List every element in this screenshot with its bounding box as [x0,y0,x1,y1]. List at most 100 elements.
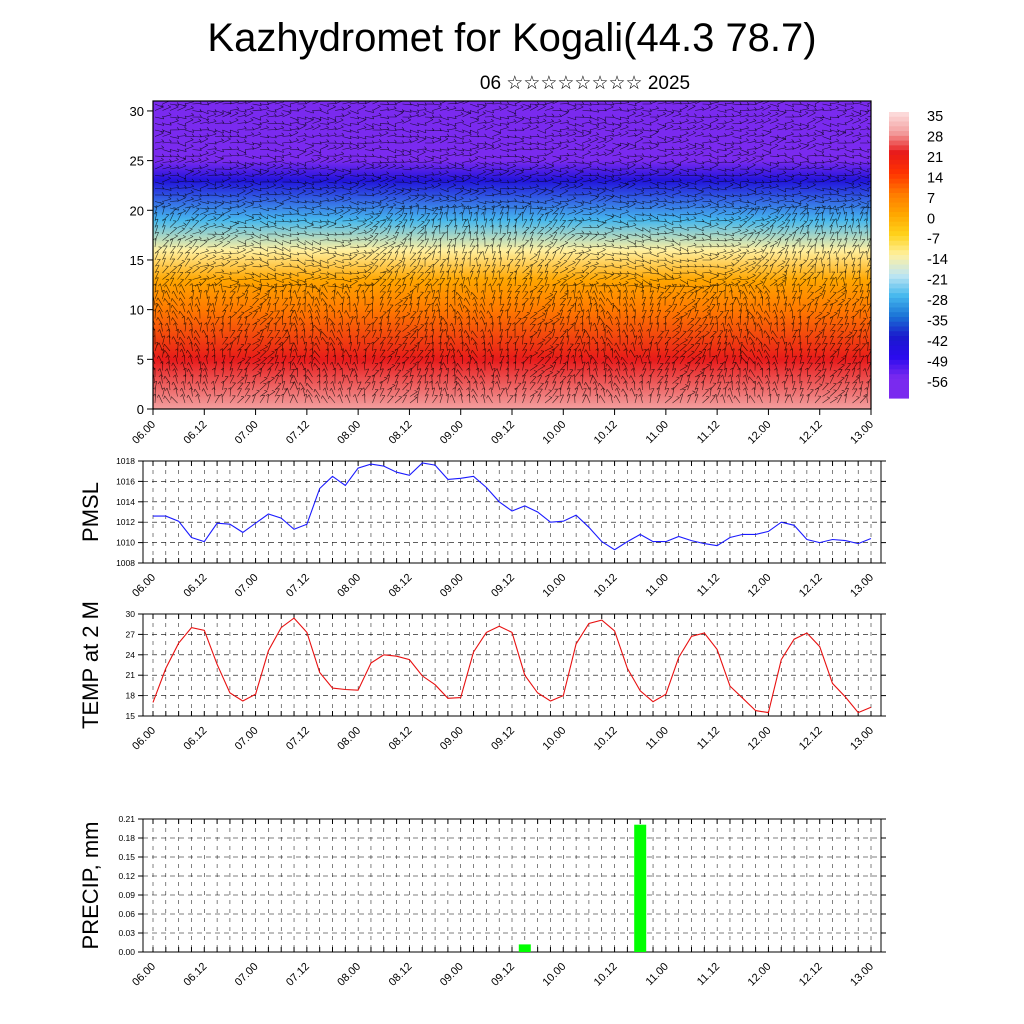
x-tick-label: 07.12 [284,961,312,989]
y-tick-label: 1014 [116,497,135,507]
colorbar-segment [889,307,909,313]
colorbar-segment [889,345,909,351]
x-tick-label: 09.12 [489,572,517,600]
x-tick-label: 08.00 [335,725,363,753]
colorbar-label: -56 [927,375,948,391]
x-tick-label: 10.00 [540,419,568,447]
colorbar: 35 28 21 14 7 0 -7 -14 -21 -28 -35 -42 -49 -56 [889,109,948,399]
x-tick-label: 07.00 [233,419,261,447]
series-line [152,617,872,714]
colorbar-segment [889,312,909,318]
x-tick-label: 06.00 [130,725,158,753]
y-tick-label: 0.21 [118,814,135,824]
x-tick-label: 09.12 [489,725,517,753]
colorbar-segment [889,259,909,266]
colorbar-segment [889,359,909,366]
y-tick-label: 0.03 [118,928,135,938]
x-tick-label: 12.12 [797,961,825,989]
colorbar-segment [889,245,909,251]
y-axis-title: PMSL [78,482,103,542]
x-tick-label: 11.12 [695,419,722,446]
x-tick-label: 12.00 [746,725,774,753]
x-tick-label: 13.00 [848,961,876,989]
colorbar-segment [889,150,909,156]
colorbar-segment [889,193,909,199]
x-tick-label: 13.00 [848,572,876,600]
y-tick-label: 1008 [116,558,135,568]
y-tick-label: 1018 [116,456,135,466]
x-tick-label: 06.12 [181,572,209,600]
colorbar-segment [889,393,909,399]
colorbar-segment [889,207,909,213]
colorbar-segment [889,278,909,285]
colorbar-segment [889,173,909,180]
colorbar-segment [889,178,909,185]
x-tick-label: 12.00 [746,961,774,989]
colorbar-segment [889,216,909,223]
colorbar-label: -28 [927,293,948,309]
pmsl-panel: 1008 1010 1012 1014 1016 1018 06.00 06.12 07.00 0… [78,456,886,600]
x-tick-label: 09.00 [438,961,466,989]
y-tick-label: 18 [126,691,136,701]
colorbar-segment [889,135,909,142]
x-tick-label: 09.12 [489,419,517,447]
colorbar-segment [889,269,909,275]
x-tick-label: 12.12 [797,725,825,753]
colorbar-segment [889,326,909,332]
panel-frame [142,818,882,953]
colorbar-label: 35 [927,109,943,125]
x-tick-label: 12.00 [746,572,774,600]
colorbar-segment [889,126,909,132]
wind-barb-paths [153,101,871,404]
y-tick-label: 0.09 [118,890,135,900]
y-tick-label: 0.06 [118,909,135,919]
colorbar-label: -14 [927,252,948,268]
colorbar-segment [889,388,909,394]
colorbar-label: 28 [927,129,943,145]
x-tick-label: 08.00 [335,572,363,600]
x-tick-label: 09.00 [438,419,466,447]
x-tick-label: 11.00 [644,725,671,752]
colorbar-segment [889,226,909,232]
colorbar-segment [889,383,909,390]
y-tick-label: 27 [126,629,136,639]
x-tick-label: 09.00 [438,572,466,600]
series-line [153,462,872,551]
x-tick-label: 11.12 [695,572,722,599]
colorbar-segment [889,297,909,304]
colorbar-segment [889,274,909,280]
page-subtitle: 06 ☆☆☆☆☆☆☆☆ 2025 [479,73,691,94]
colorbar-segment [889,212,909,218]
y-tick-label: 10 [130,303,144,318]
x-tick-label: 06.12 [181,419,209,447]
colorbar-segment [889,336,909,342]
colorbar-segment [889,221,909,227]
x-tick-label: 06.00 [130,572,158,600]
y-tick-label: 15 [126,711,136,721]
x-tick-label: 06.12 [181,725,209,753]
x-tick-label: 06.00 [130,419,158,447]
colorbar-segment [889,250,909,256]
y-tick-label: 20 [130,203,144,218]
x-tick-label: 11.00 [644,961,671,988]
x-tick-label: 06.12 [181,961,209,989]
colorbar-segment [889,235,909,242]
colorbar-segment [889,159,909,166]
y-tick-label: 15 [130,253,144,268]
page-title: Kazhydromet for Kogali(44.3 78.7) [207,16,817,60]
x-tick-label: 11.00 [644,572,671,599]
x-tick-label: 08.12 [387,572,415,600]
y-tick-label: 1012 [116,517,135,527]
y-tick-label: 30 [130,104,144,119]
y-tick-label: 0.18 [118,833,135,843]
x-tick-label: 07.00 [233,725,261,753]
precip-bar [518,944,531,952]
colorbar-segment [889,197,909,204]
x-tick-label: 10.12 [592,419,620,447]
x-tick-label: 11.00 [644,419,671,446]
colorbar-segment [889,364,909,370]
colorbar-segment [889,145,909,151]
temp-panel: 15 18 21 24 27 30 06.00 06.12 07.00 07.12 08.00 08.… [78,601,886,753]
precip-bar [634,824,647,952]
panel-frame [142,460,882,564]
